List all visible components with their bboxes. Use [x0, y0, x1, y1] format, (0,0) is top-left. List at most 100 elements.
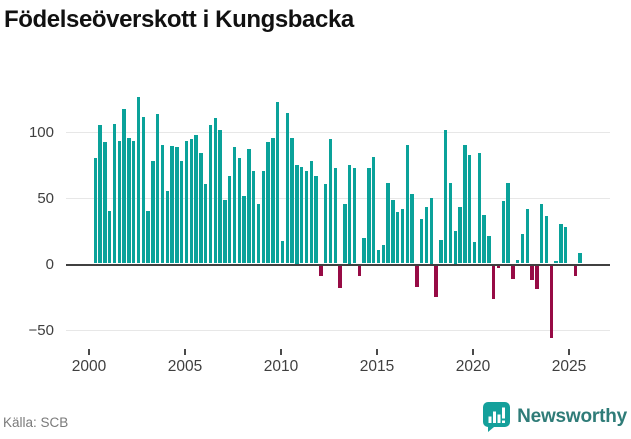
bar-2022-q2: [520, 234, 525, 264]
bar-2013-q2: [347, 164, 352, 264]
bar-2019-q4: [472, 242, 477, 264]
bar-2022-q4: [530, 265, 534, 281]
bar-2012-q2: [328, 139, 333, 264]
newsworthy-logo-icon: [483, 402, 511, 432]
bar-2007-q1: [227, 176, 232, 264]
y-axis-label-0: 0: [45, 255, 54, 273]
bar-2023-q2: [539, 204, 544, 264]
bar-2021-q2: [501, 201, 505, 264]
brand: Newsworthy: [483, 402, 627, 432]
bar-2012-q3: [333, 168, 337, 264]
bar-2008-q1: [247, 148, 251, 264]
bar-2022-q3: [525, 209, 529, 264]
bar-2012-q1: [323, 184, 328, 264]
x-axis-label-2005: 2005: [167, 358, 203, 375]
gridline-50: [66, 198, 610, 199]
bar-2008-q3: [256, 204, 261, 264]
x-tick-2010: [280, 349, 282, 355]
bar-2023-q1: [535, 265, 539, 290]
y-axis-label--50: −50: [28, 321, 54, 339]
bar-2002-q1: [131, 140, 136, 264]
bar-2017-q1: [419, 218, 424, 264]
bar-2009-q1: [266, 142, 270, 264]
bar-2011-q3: [314, 176, 318, 264]
bar-2018-q2: [443, 130, 448, 264]
bar-2001-q2: [117, 140, 121, 264]
bar-2005-q4: [203, 184, 208, 264]
bar-2011-q1: [304, 171, 309, 264]
x-tick-2000: [88, 349, 90, 355]
bar-2007-q4: [242, 196, 246, 264]
x-tick-2005: [184, 349, 186, 355]
bar-2021-q1: [496, 265, 501, 269]
bar-2016-q4: [415, 265, 419, 287]
bar-2024-q2: [559, 223, 563, 264]
y-axis-label-100: 100: [28, 123, 54, 141]
bar-2025-q1: [573, 265, 577, 277]
bar-2015-q3: [391, 200, 395, 264]
bar-2011-q2: [309, 160, 313, 264]
bar-2003-q1: [151, 160, 155, 264]
bar-2023-q3: [544, 215, 549, 264]
bar-2024-q1: [554, 260, 558, 264]
brand-name: Newsworthy: [517, 406, 627, 427]
bar-2019-q3: [467, 155, 472, 264]
bar-2003-q4: [165, 190, 169, 264]
bar-2004-q2: [175, 147, 179, 264]
bar-2003-q2: [155, 114, 160, 264]
bar-2017-q4: [434, 265, 438, 298]
bar-2016-q1: [400, 209, 405, 264]
bar-2006-q4: [223, 200, 227, 264]
bar-2007-q2: [232, 147, 237, 264]
zero-line: [66, 263, 610, 266]
bar-2021-q4: [511, 265, 515, 279]
bar-2006-q2: [213, 118, 217, 264]
x-tick-2015: [376, 349, 378, 355]
bar-2001-q1: [112, 123, 117, 264]
bar-2018-q1: [439, 239, 443, 264]
chart-title: Födelseöverskott i Kungsbacka: [4, 6, 354, 33]
bar-2023-q4: [549, 265, 553, 339]
bar-2015-q4: [395, 212, 400, 264]
bar-2024-q3: [563, 226, 568, 264]
bar-2006-q3: [218, 130, 222, 264]
bar-2010-q2: [290, 138, 294, 264]
bar-2005-q2: [194, 135, 198, 264]
bar-2014-q2: [367, 168, 371, 264]
bar-2014-q3: [371, 156, 376, 264]
x-tick-2025: [568, 349, 570, 355]
bar-2021-q3: [506, 182, 510, 264]
bar-2004-q4: [184, 140, 189, 264]
bar-2005-q1: [189, 139, 193, 264]
x-axis-label-2000: 2000: [71, 358, 107, 375]
bar-2013-q4: [357, 265, 361, 277]
bar-2000-q4: [107, 210, 112, 264]
bar-2005-q3: [199, 152, 203, 264]
bar-2018-q3: [448, 182, 453, 264]
bar-2004-q1: [170, 146, 174, 264]
bar-2013-q1: [343, 204, 347, 264]
bar-2018-q4: [453, 230, 457, 264]
bar-2007-q3: [237, 157, 241, 264]
y-axis-label-50: 50: [37, 189, 54, 207]
bar-2020-q1: [477, 152, 481, 264]
bar-2009-q4: [280, 241, 285, 264]
x-tick-2020: [472, 349, 474, 355]
bar-2014-q1: [362, 238, 366, 264]
bar-2004-q3: [179, 160, 184, 264]
bar-2000-q1: [93, 157, 97, 264]
bar-2001-q3: [122, 109, 126, 264]
gridline-100: [66, 132, 610, 133]
bar-2010-q4: [299, 167, 304, 264]
bar-2002-q4: [146, 210, 150, 264]
bar-2006-q1: [208, 124, 213, 264]
x-axis-label-2025: 2025: [551, 358, 587, 375]
source-label: Källa: SCB: [3, 415, 69, 430]
bar-2010-q1: [285, 113, 289, 264]
bar-2015-q1: [381, 245, 385, 264]
bar-2017-q2: [424, 206, 429, 264]
bar-2025-q2: [578, 252, 582, 264]
bar-2019-q2: [463, 144, 467, 264]
